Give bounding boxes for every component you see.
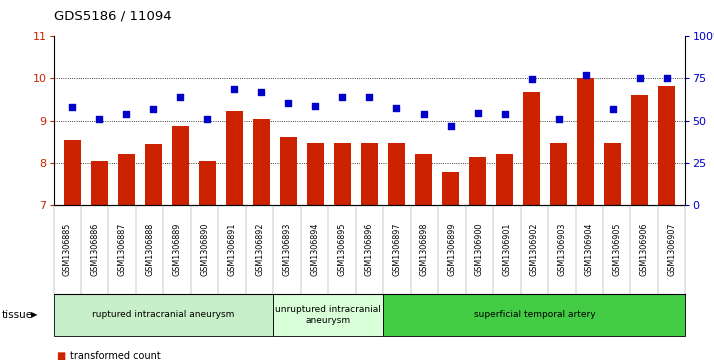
Bar	[550, 143, 568, 205]
Text: GSM1306887: GSM1306887	[118, 223, 126, 276]
Bar	[91, 161, 109, 205]
Point	[66, 104, 78, 110]
Text: GSM1306885: GSM1306885	[63, 223, 72, 276]
Point	[472, 110, 483, 116]
Text: GSM1306889: GSM1306889	[173, 223, 181, 276]
Point	[363, 95, 376, 101]
Text: GSM1306892: GSM1306892	[255, 223, 264, 276]
Text: GSM1306891: GSM1306891	[228, 223, 236, 276]
Text: GSM1306894: GSM1306894	[310, 223, 319, 276]
Bar	[577, 78, 594, 205]
Text: GSM1306900: GSM1306900	[475, 223, 484, 276]
Text: GSM1306895: GSM1306895	[338, 223, 346, 276]
Bar	[118, 154, 135, 205]
Text: GSM1306904: GSM1306904	[585, 223, 594, 276]
Bar	[226, 111, 243, 205]
Text: GSM1306888: GSM1306888	[145, 223, 154, 276]
Bar	[198, 161, 216, 205]
Point	[391, 105, 402, 111]
Point	[634, 76, 645, 81]
Text: GDS5186 / 11094: GDS5186 / 11094	[54, 9, 171, 22]
Bar	[658, 86, 675, 205]
Point	[445, 123, 456, 129]
Point	[283, 100, 294, 106]
Text: tissue: tissue	[2, 310, 34, 320]
Bar	[280, 137, 297, 205]
Text: GSM1306886: GSM1306886	[90, 223, 99, 276]
Bar	[307, 143, 324, 205]
Point	[418, 111, 429, 117]
Point	[310, 103, 321, 109]
Bar	[415, 154, 432, 205]
Text: GSM1306905: GSM1306905	[613, 223, 621, 276]
Point	[94, 116, 105, 122]
Point	[607, 106, 618, 112]
Text: GSM1306896: GSM1306896	[365, 223, 374, 276]
Bar	[388, 143, 406, 205]
Point	[499, 111, 511, 117]
Bar	[523, 92, 540, 205]
Bar	[496, 154, 513, 205]
Bar	[442, 172, 459, 205]
Point	[202, 116, 213, 122]
Text: transformed count: transformed count	[70, 351, 161, 361]
Point	[228, 86, 240, 92]
Text: GSM1306897: GSM1306897	[393, 223, 401, 276]
Point	[337, 95, 348, 101]
Bar	[333, 143, 351, 205]
Text: ruptured intracranial aneurysm: ruptured intracranial aneurysm	[92, 310, 235, 319]
Point	[121, 111, 132, 117]
Bar	[253, 119, 271, 205]
Bar	[468, 156, 486, 205]
Text: GSM1306903: GSM1306903	[558, 223, 566, 276]
Text: unruptured intracranial
aneurysm: unruptured intracranial aneurysm	[276, 305, 381, 325]
Text: GSM1306901: GSM1306901	[503, 223, 511, 276]
Point	[580, 72, 591, 78]
Text: ▶: ▶	[31, 310, 38, 319]
Text: GSM1306907: GSM1306907	[667, 223, 676, 276]
Bar	[171, 126, 189, 205]
Point	[148, 106, 159, 112]
Point	[256, 89, 267, 95]
Text: GSM1306893: GSM1306893	[283, 223, 291, 276]
Text: GSM1306898: GSM1306898	[420, 223, 429, 276]
Bar	[361, 143, 378, 205]
Bar	[604, 143, 621, 205]
Text: superficial temporal artery: superficial temporal artery	[473, 310, 595, 319]
Text: ■: ■	[56, 351, 65, 361]
Text: GSM1306890: GSM1306890	[200, 223, 209, 276]
Bar	[630, 94, 648, 205]
Point	[526, 77, 537, 82]
Point	[175, 95, 186, 101]
Bar	[64, 140, 81, 205]
Point	[661, 75, 673, 81]
Point	[553, 116, 564, 122]
Text: GSM1306902: GSM1306902	[530, 223, 539, 276]
Text: GSM1306899: GSM1306899	[448, 223, 456, 276]
Bar	[145, 144, 162, 205]
Text: GSM1306906: GSM1306906	[640, 223, 649, 276]
